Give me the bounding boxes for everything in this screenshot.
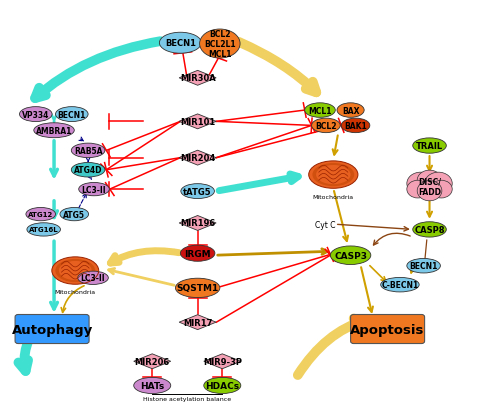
- Polygon shape: [204, 354, 241, 369]
- Circle shape: [430, 181, 452, 198]
- Ellipse shape: [78, 271, 108, 285]
- Ellipse shape: [134, 377, 170, 394]
- Text: DISC/
FADD: DISC/ FADD: [418, 177, 441, 196]
- Ellipse shape: [181, 184, 214, 199]
- Ellipse shape: [59, 261, 92, 280]
- Ellipse shape: [160, 33, 202, 54]
- Text: tATG5: tATG5: [184, 187, 212, 196]
- Text: BECN1: BECN1: [410, 262, 438, 271]
- Text: MIR204: MIR204: [180, 154, 216, 163]
- Text: MIR30A: MIR30A: [180, 74, 216, 83]
- Text: HDACs: HDACs: [205, 381, 240, 390]
- Circle shape: [417, 181, 442, 201]
- Text: RAB5A: RAB5A: [74, 147, 102, 156]
- Ellipse shape: [308, 162, 358, 189]
- Ellipse shape: [180, 245, 215, 262]
- FancyBboxPatch shape: [15, 315, 89, 344]
- Text: CASP8: CASP8: [414, 225, 445, 234]
- Text: MIR17: MIR17: [183, 318, 212, 327]
- Text: MIR206: MIR206: [134, 357, 170, 366]
- Text: Mitochondria: Mitochondria: [54, 289, 96, 294]
- Ellipse shape: [316, 166, 350, 185]
- Circle shape: [424, 173, 452, 195]
- Ellipse shape: [60, 208, 88, 221]
- Text: MIR101: MIR101: [180, 117, 216, 126]
- Circle shape: [417, 171, 442, 191]
- Ellipse shape: [312, 164, 354, 187]
- Ellipse shape: [204, 377, 241, 394]
- Ellipse shape: [330, 246, 371, 265]
- Text: LC3-II: LC3-II: [80, 274, 106, 283]
- Ellipse shape: [27, 223, 60, 237]
- Ellipse shape: [72, 163, 105, 177]
- Text: BAX: BAX: [342, 106, 359, 115]
- Text: BCL2: BCL2: [315, 122, 336, 130]
- Text: ATG5: ATG5: [64, 210, 86, 219]
- Ellipse shape: [52, 257, 98, 285]
- Ellipse shape: [407, 259, 440, 273]
- Text: AMBRA1: AMBRA1: [36, 126, 72, 135]
- Text: Apoptosis: Apoptosis: [350, 323, 425, 336]
- Ellipse shape: [380, 278, 419, 292]
- Ellipse shape: [56, 107, 88, 122]
- Text: HATs: HATs: [140, 381, 164, 390]
- Text: ATG4D: ATG4D: [74, 166, 102, 175]
- Ellipse shape: [200, 30, 240, 59]
- Text: SQSTM1: SQSTM1: [176, 284, 219, 293]
- Polygon shape: [179, 151, 216, 166]
- Text: Histone acetylation balance: Histone acetylation balance: [143, 396, 232, 401]
- Ellipse shape: [341, 119, 370, 133]
- Ellipse shape: [72, 144, 105, 158]
- Circle shape: [407, 181, 428, 198]
- Text: BAK1: BAK1: [344, 122, 367, 130]
- Circle shape: [407, 173, 434, 195]
- Polygon shape: [179, 216, 216, 231]
- Text: C-BECN1: C-BECN1: [382, 281, 418, 290]
- Text: Mitochondria: Mitochondria: [313, 194, 354, 199]
- Text: ATG16L: ATG16L: [29, 227, 58, 233]
- Text: MIR196: MIR196: [180, 219, 216, 228]
- Ellipse shape: [56, 259, 95, 283]
- Ellipse shape: [34, 124, 74, 139]
- Ellipse shape: [413, 139, 446, 154]
- Text: Cyt C: Cyt C: [314, 220, 335, 229]
- Text: IRGM: IRGM: [184, 249, 211, 258]
- Polygon shape: [179, 71, 216, 86]
- Text: ATG12: ATG12: [28, 211, 54, 217]
- Ellipse shape: [304, 104, 336, 118]
- Text: MCL1: MCL1: [308, 106, 332, 115]
- Text: BCL2
BCL2L1
MCL1: BCL2 BCL2L1 MCL1: [204, 30, 236, 59]
- Ellipse shape: [20, 107, 52, 122]
- Text: TRAIL: TRAIL: [416, 142, 443, 151]
- Text: CASP3: CASP3: [334, 251, 367, 260]
- Text: VP334: VP334: [22, 110, 50, 119]
- Text: LC3-II: LC3-II: [82, 185, 106, 194]
- Ellipse shape: [176, 279, 220, 298]
- FancyBboxPatch shape: [350, 315, 424, 344]
- Ellipse shape: [26, 208, 56, 221]
- Ellipse shape: [78, 183, 110, 196]
- Ellipse shape: [337, 104, 364, 118]
- Ellipse shape: [312, 119, 340, 133]
- Polygon shape: [134, 354, 170, 369]
- Ellipse shape: [413, 222, 446, 237]
- Text: Autophagy: Autophagy: [12, 323, 92, 336]
- Polygon shape: [179, 315, 216, 330]
- Text: MIR9-3P: MIR9-3P: [203, 357, 242, 366]
- Text: BECN1: BECN1: [165, 39, 196, 48]
- Polygon shape: [179, 115, 216, 130]
- Text: BECN1: BECN1: [58, 110, 86, 119]
